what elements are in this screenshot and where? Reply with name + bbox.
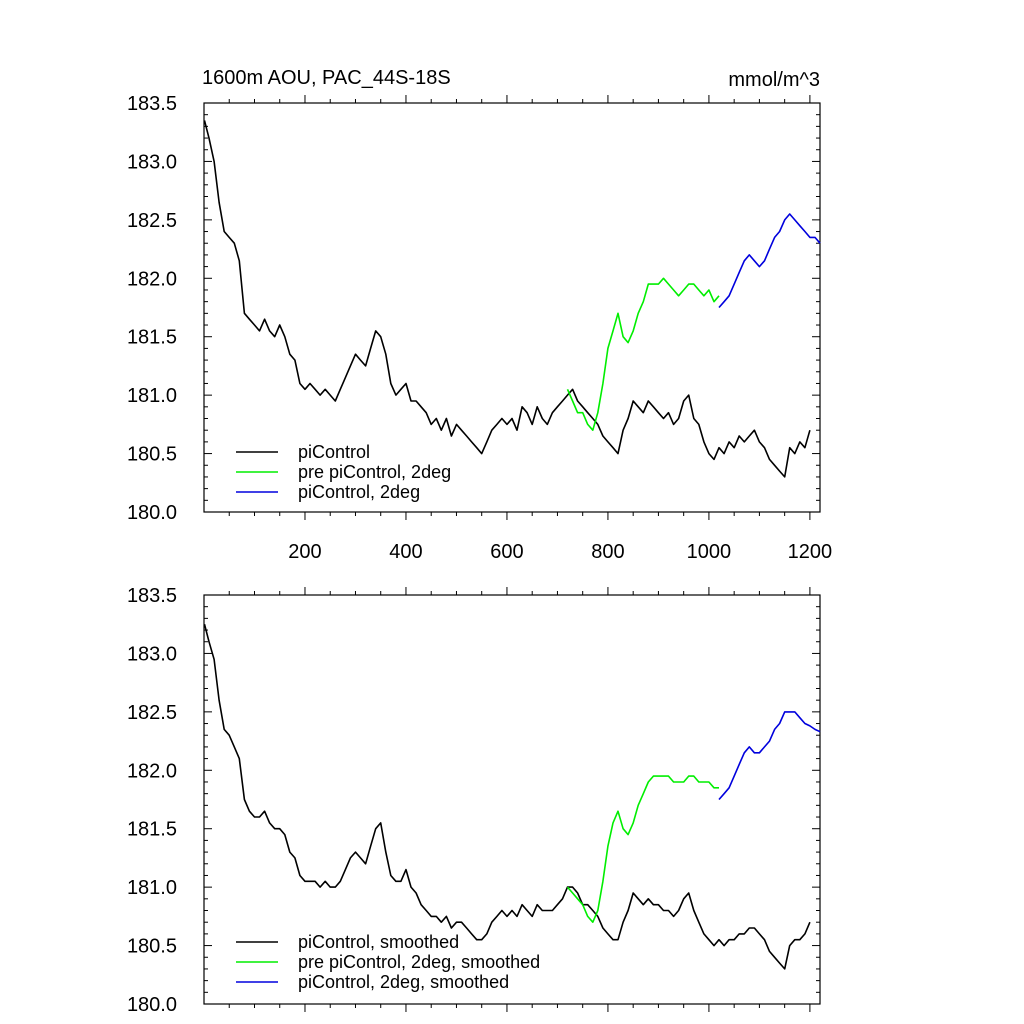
x-tick-label: 600: [490, 541, 523, 563]
legend-label: piControl, 2deg, smoothed: [298, 972, 509, 992]
series-line: [566, 775, 719, 923]
x-tick-label: 200: [288, 541, 321, 563]
x-axis: 200 400 600 800 1000 1200: [228, 95, 833, 563]
y-tick-label: 183.0: [127, 151, 177, 173]
plot-frame: [203, 594, 821, 1005]
y-tick-label: 180.5: [127, 444, 177, 466]
legend-label: piControl, smoothed: [298, 932, 459, 952]
y-tick-label: 183.5: [127, 93, 177, 115]
x-tick-label: 800: [591, 541, 624, 563]
x-tick-label: 1200: [788, 541, 833, 563]
y-tick-label: 180.5: [127, 936, 177, 958]
legend-label: pre piControl, 2deg: [298, 462, 451, 482]
y-tick-label: 182.0: [127, 760, 177, 782]
x-tick-label: 1000: [687, 541, 732, 563]
y-tick-label: 181.5: [127, 327, 177, 349]
series-line: [718, 711, 821, 801]
y-tick-label: 182.0: [127, 268, 177, 290]
y-axis: 180.0 180.5 181.0 181.5 182.0 182.5 183.0 183.5: [127, 93, 820, 524]
figure-title: 1600m AOU, PAC_44S-18S: [202, 67, 451, 89]
x-tick-label: 400: [389, 541, 422, 563]
y-tick-label: 182.5: [127, 210, 177, 232]
plot-frame: [203, 102, 821, 513]
figure-units: mmol/m^3: [728, 69, 820, 91]
legend-label: piControl, 2deg: [298, 482, 420, 502]
y-tick-label: 183.5: [127, 585, 177, 607]
panel-top: 180.0 180.5 181.0 181.5 182.0 182.5 183.0 183.5…: [127, 93, 832, 563]
y-tick-label: 180.0: [127, 994, 177, 1016]
y-tick-label: 181.5: [127, 819, 177, 841]
legend-label: piControl: [298, 442, 370, 462]
y-tick-label: 180.0: [127, 502, 177, 524]
series-line: [203, 120, 811, 478]
series-line: [203, 624, 811, 970]
panel-bottom: 180.0 180.5 181.0 181.5 182.0 182.5 183.0 183.5…: [127, 585, 821, 1016]
y-tick-label: 183.0: [127, 643, 177, 665]
x-axis: [228, 587, 811, 1012]
y-tick-label: 181.0: [127, 385, 177, 407]
y-axis: 180.0 180.5 181.0 181.5 182.0 182.5 183.0 183.5: [127, 585, 820, 1016]
y-tick-label: 181.0: [127, 877, 177, 899]
y-tick-label: 182.5: [127, 702, 177, 724]
legend-label: pre piControl, 2deg, smoothed: [298, 952, 540, 972]
series-line: [718, 213, 821, 309]
series-line: [566, 277, 720, 431]
